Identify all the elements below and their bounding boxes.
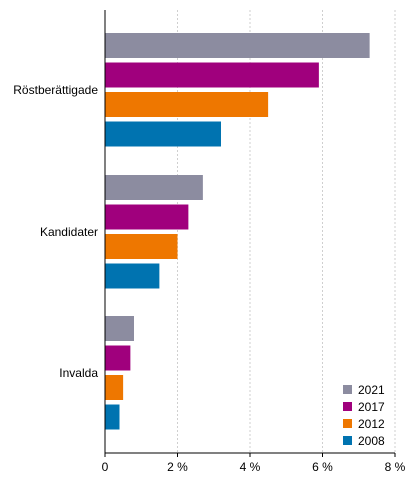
bar-invalda-2017 bbox=[105, 345, 131, 371]
category-label: Röstberättigade bbox=[13, 83, 98, 97]
x-tick-label: 8 % bbox=[385, 460, 406, 474]
legend-swatch-2017 bbox=[343, 402, 352, 411]
legend-label-2017: 2017 bbox=[358, 400, 385, 414]
legend-label-2021: 2021 bbox=[358, 383, 385, 397]
category-label: Kandidater bbox=[40, 225, 98, 239]
bar-röstberättigade-2012 bbox=[105, 92, 269, 117]
bar-invalda-2008 bbox=[105, 404, 120, 430]
legend-label-2008: 2008 bbox=[358, 434, 385, 448]
x-tick-label: 2 % bbox=[167, 460, 188, 474]
bar-kandidater-2012 bbox=[105, 234, 178, 259]
bar-kandidater-2008 bbox=[105, 263, 160, 289]
x-tick-label: 0 bbox=[102, 460, 109, 474]
legend-swatch-2008 bbox=[343, 436, 352, 445]
legend-swatch-2012 bbox=[343, 419, 352, 428]
legend-swatch-2021 bbox=[343, 385, 352, 394]
bar-kandidater-2021 bbox=[105, 175, 203, 200]
bar-kandidater-2017 bbox=[105, 204, 189, 230]
category-labels: Röstberättigade Kandidater Invalda bbox=[13, 83, 98, 380]
x-axis: 0 2 % 4 % 6 % 8 % bbox=[102, 10, 406, 474]
bar-röstberättigade-2008 bbox=[105, 121, 221, 147]
legend-label-2012: 2012 bbox=[358, 417, 385, 431]
bar-röstberättigade-2021 bbox=[105, 33, 370, 58]
legend: 2021 2017 2012 2008 bbox=[343, 383, 385, 448]
category-label: Invalda bbox=[59, 366, 98, 380]
bar-invalda-2021 bbox=[105, 316, 134, 341]
bars bbox=[105, 33, 370, 430]
x-tick-label: 4 % bbox=[240, 460, 261, 474]
x-tick-label: 6 % bbox=[312, 460, 333, 474]
bar-invalda-2012 bbox=[105, 375, 124, 400]
bar-röstberättigade-2017 bbox=[105, 62, 319, 88]
